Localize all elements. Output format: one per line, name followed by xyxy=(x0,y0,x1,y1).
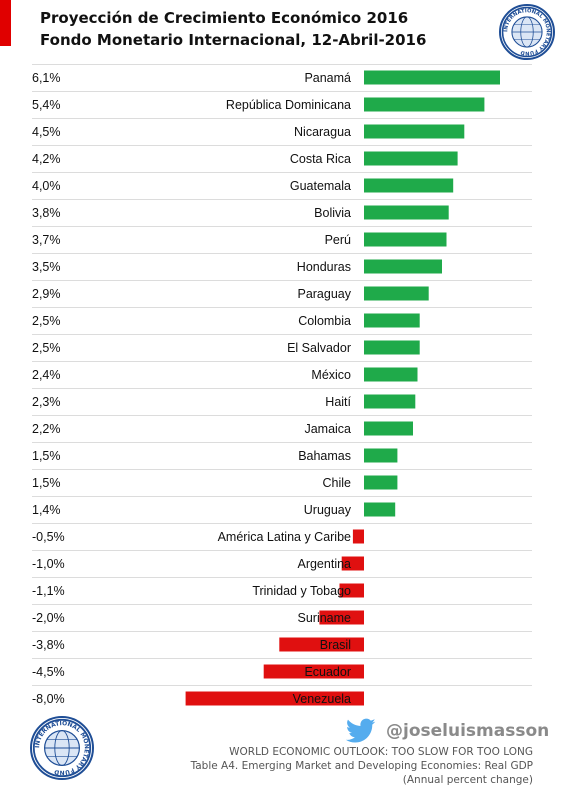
twitter-handle: @joseluismasson xyxy=(386,721,550,741)
category-label: Chile xyxy=(323,476,352,490)
category-label: Honduras xyxy=(297,260,351,274)
bar xyxy=(364,367,418,382)
value-label: -3,8% xyxy=(32,638,65,652)
value-label: 4,2% xyxy=(32,152,61,166)
bar xyxy=(364,475,398,490)
value-label: 2,3% xyxy=(32,395,61,409)
value-label: 4,5% xyxy=(32,125,61,139)
category-label: Trinidad y Tobago xyxy=(252,584,351,598)
value-label: -1,1% xyxy=(32,584,65,598)
category-label: Bolivia xyxy=(314,206,351,220)
imf-seal-logo: INTERNATIONAL MONETARY FUND xyxy=(499,4,555,60)
category-label: Guatemala xyxy=(290,179,351,193)
value-label: 1,5% xyxy=(32,476,61,490)
bar xyxy=(364,70,500,85)
bar xyxy=(364,232,447,247)
twitter-attribution: @joseluismasson xyxy=(346,716,549,746)
value-label: 4,0% xyxy=(32,179,61,193)
title-line-2: Fondo Monetario Internacional, 12-Abril-… xyxy=(40,31,427,49)
value-label: 5,4% xyxy=(32,98,61,112)
bar xyxy=(364,313,420,328)
category-label: Suriname xyxy=(298,611,352,625)
value-label: -1,0% xyxy=(32,557,65,571)
value-label: 2,2% xyxy=(32,422,61,436)
value-label: 3,5% xyxy=(32,260,61,274)
bar-chart: 6,1% Panamá 5,4% República Dominicana 4,5% Ni… xyxy=(32,64,532,706)
value-label: 2,5% xyxy=(32,341,61,355)
category-label: Perú xyxy=(325,233,351,247)
bar xyxy=(364,286,429,301)
bar xyxy=(185,691,364,706)
value-label: 1,5% xyxy=(32,449,61,463)
bar xyxy=(364,151,458,166)
bar xyxy=(364,502,396,517)
value-label: 1,4% xyxy=(32,503,61,517)
source-line-3: (Annual percent change) xyxy=(402,774,533,786)
bar xyxy=(364,448,398,463)
category-label: Argentina xyxy=(297,557,351,571)
category-label: Panamá xyxy=(304,71,351,85)
value-label: 3,8% xyxy=(32,206,61,220)
value-label: -2,0% xyxy=(32,611,65,625)
category-label: Brasil xyxy=(320,638,351,652)
title-line-1: Proyección de Crecimiento Económico 2016 xyxy=(40,9,409,27)
source-note: WORLD ECONOMIC OUTLOOK: TOO SLOW FOR TOO… xyxy=(191,745,533,787)
bar xyxy=(364,178,454,193)
value-label: -4,5% xyxy=(32,665,65,679)
source-line-2: Table A4. Emerging Market and Developing… xyxy=(190,760,533,772)
value-label: -8,0% xyxy=(32,692,65,706)
twitter-bird-icon xyxy=(346,718,376,743)
category-label: Uruguay xyxy=(304,503,352,517)
bar xyxy=(364,205,449,220)
bar xyxy=(341,556,364,571)
red-accent-bar xyxy=(0,0,11,46)
category-label: América Latina y Caribe xyxy=(218,530,351,544)
category-label: República Dominicana xyxy=(226,98,351,112)
chart-title: Proyección de Crecimiento Económico 2016… xyxy=(40,7,426,51)
category-label: Venezuela xyxy=(293,692,351,706)
bar xyxy=(364,97,485,112)
imf-seal-logo-bottom: INTERNATIONAL MONETARY FUND xyxy=(30,716,94,780)
bar xyxy=(279,637,364,652)
category-label: Paraguay xyxy=(297,287,351,301)
value-label: -0,5% xyxy=(32,530,65,544)
category-label: Colombia xyxy=(298,314,351,328)
category-label: Nicaragua xyxy=(294,125,351,139)
value-label: 2,4% xyxy=(32,368,61,382)
category-label: Bahamas xyxy=(298,449,351,463)
bar xyxy=(263,664,364,679)
value-label: 6,1% xyxy=(32,71,61,85)
source-line-1: WORLD ECONOMIC OUTLOOK: TOO SLOW FOR TOO… xyxy=(229,746,533,758)
bar xyxy=(364,421,413,436)
category-label: Ecuador xyxy=(304,665,351,679)
value-label: 2,5% xyxy=(32,314,61,328)
value-label: 3,7% xyxy=(32,233,61,247)
value-label: 2,9% xyxy=(32,287,61,301)
bar xyxy=(352,529,364,544)
bar xyxy=(364,340,420,355)
category-label: México xyxy=(311,368,351,382)
bar xyxy=(364,259,442,274)
category-label: Jamaica xyxy=(304,422,351,436)
category-label: Haití xyxy=(325,395,351,409)
bar xyxy=(339,583,364,598)
bar xyxy=(364,124,465,139)
bar xyxy=(364,394,416,409)
category-label: El Salvador xyxy=(287,341,351,355)
bar xyxy=(319,610,364,625)
category-label: Costa Rica xyxy=(290,152,351,166)
